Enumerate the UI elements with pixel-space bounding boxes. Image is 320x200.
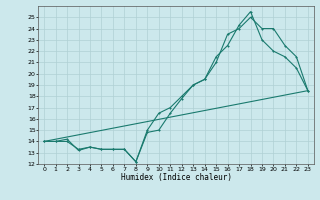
X-axis label: Humidex (Indice chaleur): Humidex (Indice chaleur) <box>121 173 231 182</box>
